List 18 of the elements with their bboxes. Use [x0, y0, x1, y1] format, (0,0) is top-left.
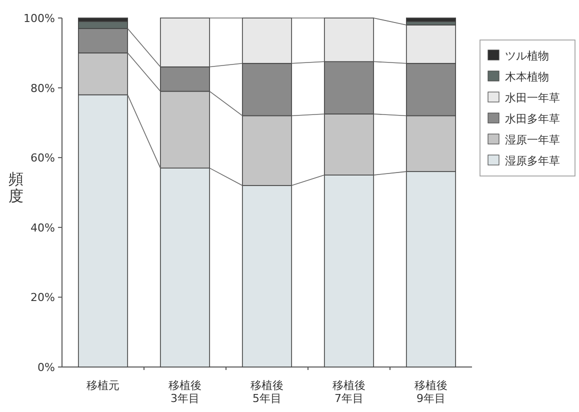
legend-label: 木本植物: [505, 70, 549, 84]
y-tick-label: 60%: [30, 152, 55, 165]
x-tick-label: 移植後 9年目: [414, 379, 448, 405]
x-tick-label: 移植後 7年目: [332, 379, 366, 405]
legend-label: 湿原一年草: [505, 134, 560, 146]
y-tick-label: 80%: [30, 82, 55, 95]
y-tick-label: 40%: [30, 221, 55, 234]
y-tick-label: 0%: [38, 361, 55, 374]
x-tick-label: 移植元: [86, 379, 120, 392]
x-tick-label: 移植後 3年目: [168, 379, 202, 405]
y-tick-label: 100%: [24, 12, 55, 25]
legend-label: ツル植物: [505, 50, 549, 62]
legend-label: 湿原多年草: [505, 154, 560, 168]
x-tick-label: 移植後 5年目: [250, 379, 284, 405]
legend-label: 水田多年草: [505, 112, 560, 126]
legend-label: 水田一年草: [505, 92, 560, 104]
y-tick-label: 20%: [30, 291, 55, 304]
y-axis-title: 頻度: [8, 170, 24, 205]
